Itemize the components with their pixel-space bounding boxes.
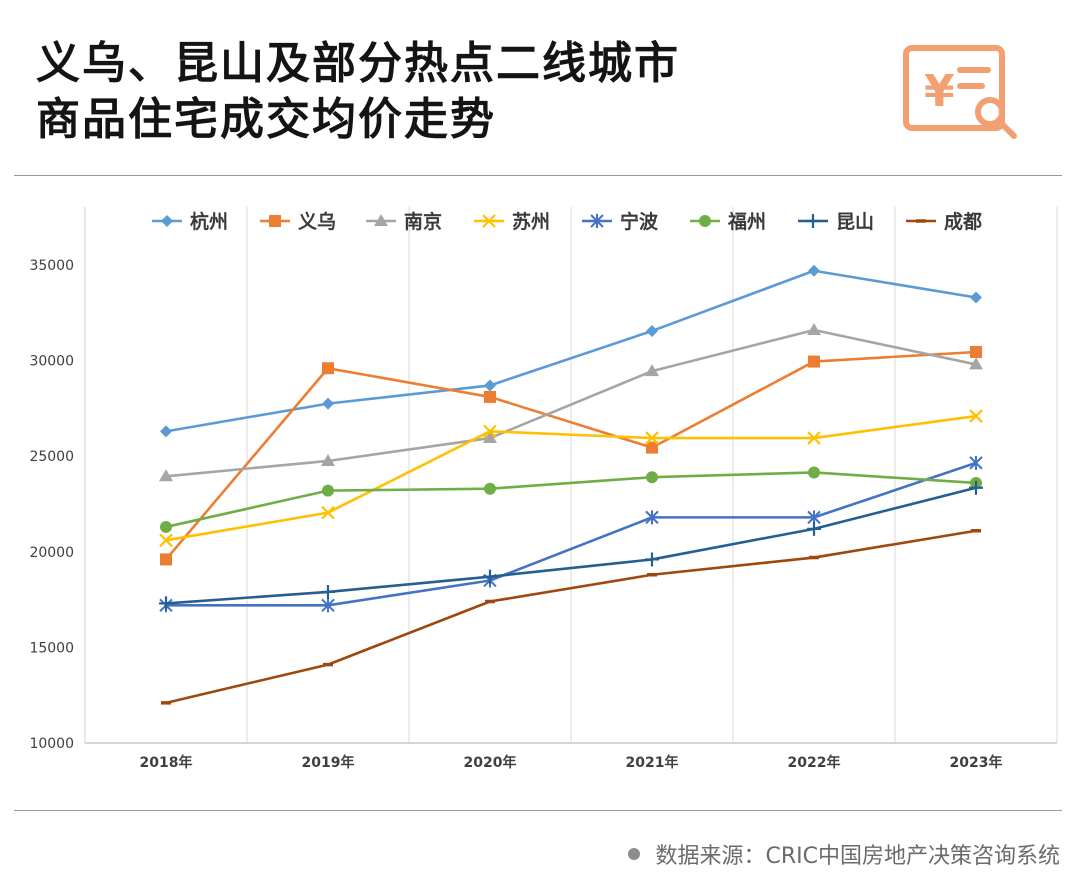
title-line-1: 义乌、昆山及部分热点二线城市 — [36, 38, 680, 89]
series-苏州 — [159, 409, 983, 548]
data-point-marker — [160, 520, 172, 533]
data-point-marker — [808, 355, 820, 368]
data-point-marker — [590, 214, 604, 228]
series-line — [165, 269, 977, 433]
data-point-marker — [160, 553, 172, 566]
header-divider — [14, 175, 1062, 176]
title-line-2: 商品住宅成交均价走势 — [36, 94, 496, 145]
data-point-marker — [646, 441, 658, 454]
source-note: 数据来源：CRIC中国房地产决策咨询系统 — [627, 838, 1061, 870]
legend-label: 宁波 — [620, 210, 659, 233]
data-point-marker — [808, 466, 820, 479]
series-南京 — [159, 323, 983, 482]
series-line — [165, 328, 977, 478]
data-point-marker — [159, 596, 173, 611]
data-point-marker — [269, 215, 281, 227]
data-point-marker — [645, 552, 659, 567]
series-福州 — [160, 466, 982, 533]
legend-item: 昆山 — [798, 211, 874, 233]
data-point-marker — [807, 521, 821, 536]
x-tick-label: 2021年 — [626, 754, 679, 771]
data-point-marker — [645, 364, 659, 377]
data-point-marker — [161, 215, 173, 227]
data-point-marker — [970, 291, 982, 304]
price-report-icon: ¥ — [903, 45, 1017, 139]
data-point-marker — [484, 390, 496, 403]
data-point-marker — [484, 379, 496, 392]
x-tick-label: 2023年 — [950, 754, 1003, 771]
data-point-marker — [970, 345, 982, 358]
legend-label: 成都 — [944, 210, 982, 233]
legend-label: 昆山 — [836, 211, 874, 233]
data-point-marker — [160, 425, 172, 438]
series-义乌 — [160, 345, 982, 566]
data-point-marker — [321, 453, 335, 466]
data-point-marker — [807, 323, 821, 336]
data-point-marker — [969, 357, 983, 370]
legend-label: 义乌 — [298, 210, 336, 233]
legend-item: 义乌 — [260, 210, 336, 233]
data-point-marker — [321, 598, 335, 613]
y-tick-label: 15000 — [29, 640, 74, 656]
legend-item: 南京 — [366, 210, 442, 233]
series-line — [165, 529, 977, 705]
legend-item: 杭州 — [152, 210, 228, 233]
data-point-marker — [374, 214, 388, 226]
data-point-marker — [969, 455, 983, 470]
x-tick-label: 2022年 — [788, 754, 841, 771]
data-point-marker — [482, 214, 496, 228]
series-line — [165, 350, 977, 561]
series-line — [165, 414, 977, 542]
data-point-marker — [645, 431, 659, 445]
data-point-marker — [645, 510, 659, 525]
legend-item: 福州 — [690, 210, 766, 233]
legend-item: 成都 — [906, 210, 982, 233]
data-point-marker — [699, 215, 711, 227]
legend-label: 杭州 — [190, 210, 228, 233]
data-point-marker — [321, 505, 335, 520]
series-昆山 — [159, 480, 983, 611]
data-point-marker — [484, 482, 496, 495]
legend-item: 苏州 — [474, 210, 550, 233]
series-line — [165, 471, 977, 529]
bullet-dot-icon — [627, 848, 640, 860]
footer-divider — [14, 810, 1062, 811]
data-point-marker — [321, 584, 335, 599]
legend-label: 苏州 — [512, 210, 550, 233]
data-point-marker — [322, 362, 334, 375]
data-point-marker — [808, 264, 820, 277]
data-point-marker — [969, 480, 983, 495]
legend-label: 福州 — [727, 210, 766, 233]
data-point-marker — [322, 484, 334, 497]
data-point-marker — [806, 214, 820, 228]
series-line — [166, 461, 977, 607]
y-tick-label: 35000 — [29, 258, 74, 274]
y-tick-label: 10000 — [29, 736, 74, 752]
data-point-marker — [807, 431, 821, 445]
data-point-marker — [483, 569, 497, 584]
x-tick-label: 2018年 — [140, 754, 193, 771]
x-tick-label: 2019年 — [302, 754, 355, 771]
data-point-marker — [646, 471, 658, 484]
y-tick-label: 25000 — [29, 449, 74, 465]
series-成都 — [161, 529, 981, 705]
data-point-marker — [483, 424, 497, 439]
legend-item: 宁波 — [582, 210, 659, 233]
x-tick-label: 2020年 — [464, 754, 517, 771]
y-tick-label: 20000 — [29, 545, 74, 561]
data-point-marker — [969, 409, 983, 423]
source-text: 数据来源：CRIC中国房地产决策咨询系统 — [655, 844, 1061, 869]
data-point-marker — [483, 431, 497, 444]
svg-text:¥: ¥ — [924, 66, 955, 117]
data-point-marker — [646, 324, 658, 337]
series-杭州 — [160, 264, 982, 438]
series-line — [165, 486, 977, 605]
y-tick-label: 30000 — [29, 354, 74, 370]
page-title: 义乌、昆山及部分热点二线城市 商品住宅成交均价走势 — [36, 36, 680, 148]
data-point-marker — [159, 469, 173, 482]
legend-label: 南京 — [404, 210, 442, 233]
data-point-marker — [322, 397, 334, 410]
data-point-marker — [159, 533, 173, 548]
